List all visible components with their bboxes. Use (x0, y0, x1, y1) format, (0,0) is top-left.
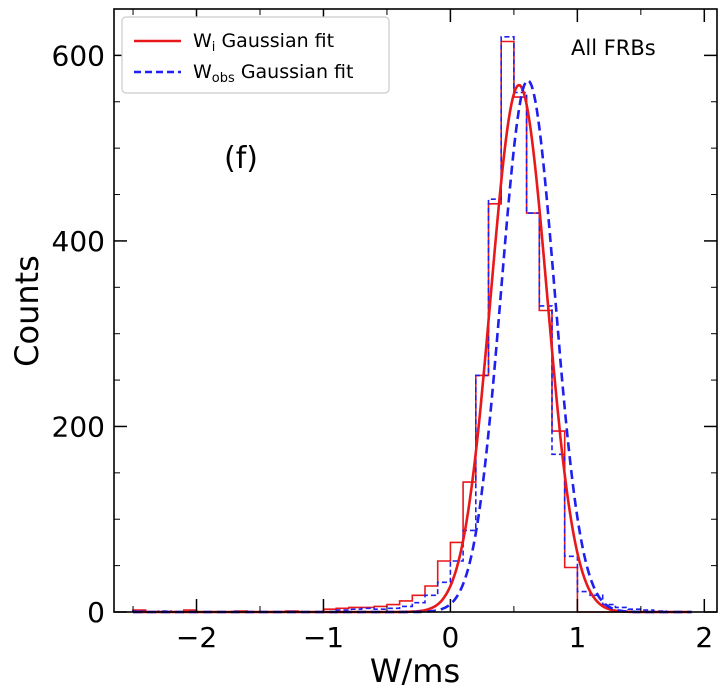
x-tick-label: 1 (568, 621, 586, 654)
y-tick-label: 600 (52, 39, 105, 72)
y-tick-label: 0 (87, 596, 105, 629)
legend-wi-sub: i (212, 40, 216, 55)
legend-label-wobs: Wobs Gaussian fit (193, 61, 353, 86)
all-frbs-annotation: All FRBs (571, 36, 656, 60)
legend: Wi Gaussian fit Wobs Gaussian fit (121, 16, 390, 94)
legend-label-wi: Wi Gaussian fit (193, 30, 334, 55)
legend-wobs-sub: obs (212, 71, 235, 86)
legend-box (121, 16, 390, 94)
tick-layer: −2 −1 0 1 2 0 200 400 600 (52, 9, 717, 654)
x-axis-title: W/ms (370, 652, 460, 690)
y-tick-label: 400 (52, 225, 105, 258)
plot-frame (113, 8, 718, 613)
legend-wobs-rest: Gaussian fit (235, 61, 354, 83)
legend-wi-base: W (193, 30, 212, 52)
x-tick-label: −1 (303, 621, 344, 654)
w-obs-gaussian-fit-gaussian-curve (133, 79, 692, 614)
y-tick-label: 200 (52, 410, 105, 443)
legend-wobs-base: W (193, 61, 212, 83)
x-tick-label: −2 (176, 621, 217, 654)
y-axis-title: Counts (8, 255, 46, 367)
x-tick-label: 2 (695, 621, 713, 654)
panel-label: (f) (224, 141, 258, 176)
legend-wi-rest: Gaussian fit (215, 30, 334, 52)
plot-area (114, 9, 717, 612)
x-tick-label: 0 (441, 621, 459, 654)
